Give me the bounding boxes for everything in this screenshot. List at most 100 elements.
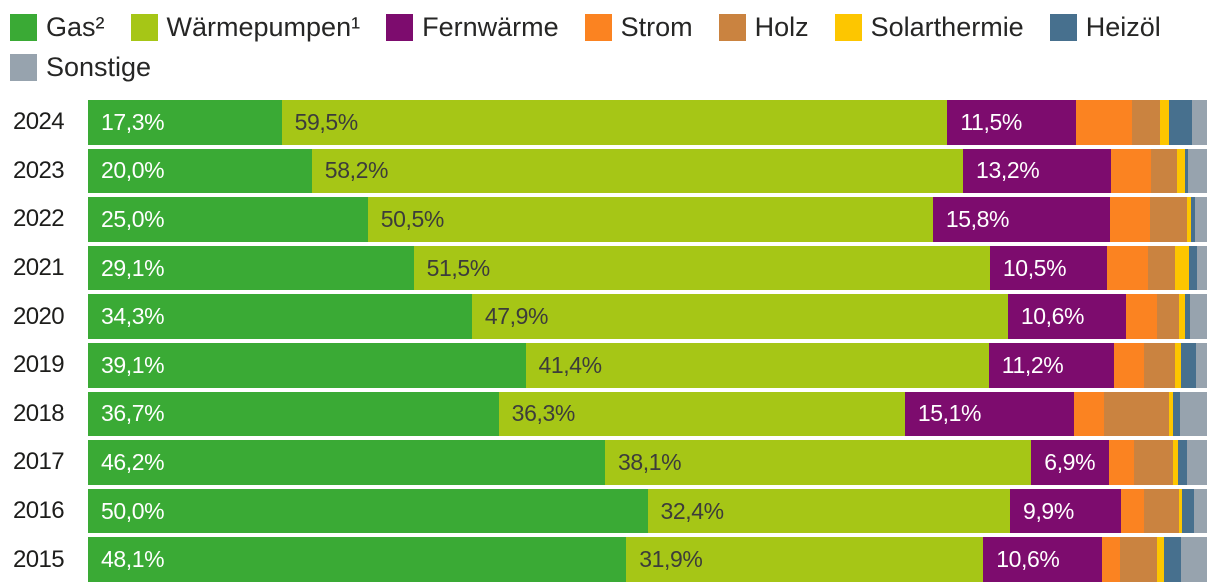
segment-value-label: 17,3% (101, 108, 165, 135)
bar-segment-strom (1114, 342, 1145, 388)
segment-value-label: 46,2% (101, 448, 165, 475)
bar-segment-fernwaerme: 6,9% (1031, 440, 1109, 485)
bar-segment-heizoel (1177, 440, 1187, 485)
segment-value-label: 32,4% (660, 497, 725, 524)
bar-segment-sonstige (1196, 245, 1207, 291)
bar-segment-strom (1101, 537, 1120, 582)
bar-segment-strom (1110, 148, 1152, 194)
segment-value-label: 10,6% (1020, 303, 1085, 330)
bar-segment-fernwaerme: 15,1% (904, 391, 1074, 437)
legend: Gas² Wärmepumpen¹ Fernwärme Strom Holz Solart… (10, 12, 1210, 83)
bar-segment-fernwaerme: 15,8% (932, 197, 1110, 242)
legend-label-holz: Holz (754, 12, 809, 42)
segment-value-label: 10,6% (996, 546, 1060, 573)
stacked-bar-2019: 39,1% 41,4% 11,2% (88, 342, 1207, 388)
bar-segment-gas: 48,1% (88, 537, 627, 582)
legend-label-fernwaerme: Fernwärme (422, 12, 559, 42)
segment-value-label: 39,1% (101, 351, 165, 378)
segment-value-label: 51,5% (426, 254, 491, 281)
stacked-bar-2020: 34,3% 47,9% 10,6% (88, 294, 1207, 339)
bar-segment-heizoel (1168, 100, 1193, 145)
bar-segment-sonstige (1193, 488, 1207, 534)
bar-segment-heizoel (1173, 391, 1181, 437)
segment-value-label: 11,2% (1001, 351, 1064, 378)
bar-segment-waermepumpen: 41,4% (525, 342, 989, 388)
bar-segment-strom (1109, 197, 1150, 242)
bar-segment-holz (1147, 245, 1175, 291)
bar-segment-waermepumpen: 31,9% (626, 537, 984, 582)
bar-segment-holz (1144, 488, 1179, 534)
bar-segment-fernwaerme: 9,9% (1010, 488, 1121, 534)
bar-segment-holz (1134, 440, 1174, 485)
bar-row-2015: 2015 48,1% 31,9% 10,6% (0, 537, 1207, 582)
bar-segment-gas: 36,7% (88, 391, 499, 437)
legend-item-heizoel: Heizöl (1049, 12, 1161, 43)
bar-segment-gas: 39,1% (88, 342, 526, 388)
bar-segment-heizoel (1182, 488, 1194, 534)
bar-segment-holz (1104, 391, 1169, 437)
segment-value-label: 29,1% (101, 254, 165, 281)
bar-row-2021: 2021 29,1% 51,5% 10,5% (0, 245, 1207, 291)
segment-value-label: 34,3% (101, 303, 165, 330)
segment-value-label: 31,9% (639, 546, 703, 573)
bar-segment-strom (1108, 440, 1135, 485)
legend-swatch-gas (10, 14, 37, 41)
bar-segment-waermepumpen: 51,5% (413, 245, 990, 291)
bar-segment-sonstige (1192, 100, 1207, 145)
bar-segment-gas: 46,2% (88, 440, 605, 485)
bar-row-2022: 2022 25,0% 50,5% 15,8% (0, 197, 1207, 242)
bar-segment-sonstige (1194, 197, 1207, 242)
year-label: 2021 (13, 254, 65, 282)
bar-segment-sonstige (1180, 391, 1207, 437)
bar-segment-gas: 25,0% (88, 197, 368, 242)
bar-segment-waermepumpen: 58,2% (311, 148, 964, 194)
stacked-bar-2018: 36,7% 36,3% 15,1% (88, 391, 1207, 437)
bar-segment-solarthermie (1173, 440, 1178, 485)
legend-item-gas: Gas² (10, 12, 105, 43)
segment-value-label: 13,2% (976, 157, 1040, 184)
segment-value-label: 15,8% (945, 205, 1010, 232)
segment-value-label: 9,9% (1023, 497, 1074, 524)
bar-segment-heizoel (1184, 294, 1191, 339)
segment-value-label: 15,1% (917, 400, 982, 427)
bar-segment-heizoel (1191, 197, 1195, 242)
segment-value-label: 48,1% (101, 546, 165, 573)
segment-value-label: 36,3% (511, 400, 576, 427)
bar-segment-strom (1076, 100, 1132, 145)
legend-label-solarthermie: Solarthermie (870, 12, 1024, 42)
bar-segment-sonstige (1187, 148, 1207, 194)
stacked-bar-2022: 25,0% 50,5% 15,8% (88, 197, 1207, 242)
bar-row-2023: 2023 20,0% 58,2% 13,2% (0, 148, 1207, 194)
bar-segment-waermepumpen: 32,4% (647, 488, 1011, 534)
bar-segment-solarthermie (1174, 245, 1190, 291)
legend-swatch-waermepumpen (130, 14, 158, 41)
segment-value-label: 58,2% (324, 157, 389, 184)
year-label: 2016 (13, 497, 65, 525)
stacked-bar-2024: 17,3% 59,5% 11,5% (88, 100, 1207, 145)
bar-segment-sonstige (1181, 537, 1207, 582)
bar-segment-fernwaerme: 10,6% (983, 537, 1102, 582)
bar-segment-waermepumpen: 50,5% (367, 197, 933, 242)
year-label: 2020 (13, 302, 65, 330)
bar-segment-gas: 34,3% (88, 294, 472, 339)
bar-segment-strom (1107, 245, 1148, 291)
bar-row-2016: 2016 50,0% 32,4% 9,9% (0, 488, 1207, 534)
legend-swatch-fernwaerme (386, 14, 414, 41)
bar-segment-gas: 20,0% (88, 148, 312, 194)
legend-label-strom: Strom (620, 12, 693, 42)
legend-item-strom: Strom (584, 12, 693, 43)
legend-swatch-solarthermie (834, 14, 862, 41)
segment-value-label: 25,0% (101, 205, 165, 232)
year-label: 2024 (13, 108, 65, 136)
segment-value-label: 50,5% (380, 205, 445, 232)
legend-label-sonstige: Sonstige (46, 52, 152, 82)
year-label: 2019 (13, 351, 65, 379)
bar-segment-heizoel (1164, 537, 1182, 582)
segment-value-label: 41,4% (538, 351, 603, 378)
legend-swatch-strom (584, 14, 612, 41)
bar-segment-fernwaerme: 11,2% (988, 342, 1115, 388)
legend-label-heizoel: Heizöl (1085, 12, 1161, 42)
segment-value-label: 38,1% (617, 448, 682, 475)
segment-value-label: 6,9% (1044, 448, 1096, 475)
bar-segment-sonstige (1190, 294, 1207, 339)
